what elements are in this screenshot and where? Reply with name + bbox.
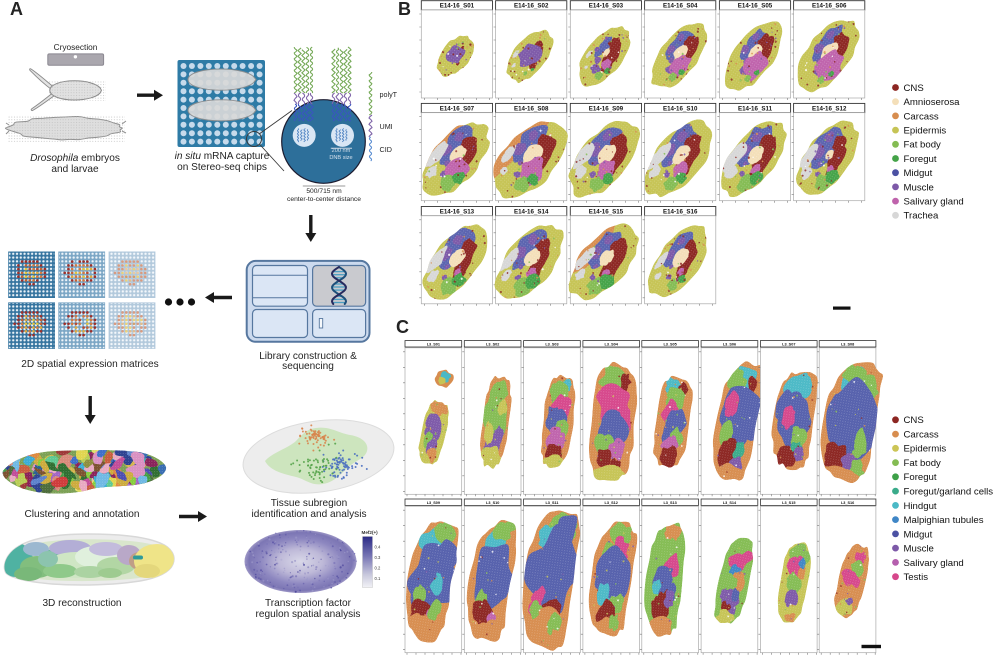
svg-text:L3_S16: L3_S16 — [841, 501, 854, 505]
svg-text:L3_S10: L3_S10 — [486, 501, 499, 505]
svg-text:Epidermis: Epidermis — [904, 126, 947, 137]
svg-text:E14-16_S07: E14-16_S07 — [440, 105, 475, 112]
svg-text:E14-16_S13: E14-16_S13 — [440, 209, 475, 216]
svg-text:L3_S15: L3_S15 — [782, 501, 795, 505]
svg-text:Trachea: Trachea — [904, 211, 940, 222]
svg-text:Malpighian tubules: Malpighian tubules — [904, 515, 984, 526]
svg-text:E14-16_S12: E14-16_S12 — [812, 105, 847, 112]
svg-text:Carcass: Carcass — [904, 430, 939, 441]
svg-text:E14-16_S15: E14-16_S15 — [589, 209, 624, 216]
svg-text:L3_S13: L3_S13 — [663, 501, 676, 505]
svg-text:E14-16_S10: E14-16_S10 — [663, 105, 698, 112]
svg-text:E14-16_S03: E14-16_S03 — [589, 3, 624, 10]
svg-text:L3_S01: L3_S01 — [427, 342, 440, 346]
svg-text:0.4: 0.4 — [375, 545, 381, 550]
svg-text:Salivary gland: Salivary gland — [904, 197, 964, 208]
svg-text:L3_S03: L3_S03 — [545, 342, 558, 346]
svg-text:Testis: Testis — [904, 572, 929, 583]
svg-text:L3_S04: L3_S04 — [605, 342, 619, 346]
svg-text:E14-16_S05: E14-16_S05 — [738, 3, 773, 10]
svg-text:L3_S14: L3_S14 — [723, 501, 737, 505]
svg-text:E14-16_S14: E14-16_S14 — [514, 209, 549, 216]
svg-text:CNS: CNS — [904, 415, 924, 426]
svg-text:CNS: CNS — [904, 83, 924, 94]
svg-text:E14-16_S01: E14-16_S01 — [440, 3, 475, 10]
svg-text:E14-16_S16: E14-16_S16 — [663, 209, 698, 216]
svg-text:L3_S09: L3_S09 — [427, 501, 440, 505]
svg-text:Muscle: Muscle — [904, 182, 934, 193]
svg-text:Carcass: Carcass — [904, 111, 939, 122]
svg-text:E14-16_S11: E14-16_S11 — [738, 105, 773, 112]
svg-text:Foregut/garland cells: Foregut/garland cells — [904, 487, 993, 498]
svg-text:Epidermis: Epidermis — [904, 444, 947, 455]
svg-text:L3_S12: L3_S12 — [605, 501, 618, 505]
svg-text:L3_S08: L3_S08 — [841, 342, 854, 346]
svg-text:E14-16_S09: E14-16_S09 — [589, 105, 624, 112]
svg-text:Fat body: Fat body — [904, 140, 942, 151]
svg-text:E14-16_S02: E14-16_S02 — [514, 3, 549, 10]
svg-text:E14-16_S06: E14-16_S06 — [812, 3, 847, 10]
svg-text:Hindgut: Hindgut — [904, 501, 937, 512]
svg-text:Mef2(+): Mef2(+) — [362, 530, 379, 535]
svg-text:Fat body: Fat body — [904, 458, 942, 469]
svg-text:Salivary gland: Salivary gland — [904, 558, 964, 569]
svg-text:0.2: 0.2 — [375, 566, 381, 571]
svg-text:Midgut: Midgut — [904, 529, 933, 540]
svg-text:L3_S07: L3_S07 — [782, 342, 795, 346]
svg-text:0.1: 0.1 — [375, 576, 381, 581]
svg-text:Muscle: Muscle — [904, 544, 934, 555]
svg-text:E14-16_S04: E14-16_S04 — [663, 3, 698, 10]
svg-text:Amnioserosa: Amnioserosa — [904, 97, 961, 108]
svg-text:L3_S05: L3_S05 — [663, 342, 676, 346]
svg-text:Midgut: Midgut — [904, 168, 933, 179]
svg-text:L3_S11: L3_S11 — [545, 501, 558, 505]
svg-text:L3_S02: L3_S02 — [486, 342, 499, 346]
svg-text:Foregut: Foregut — [904, 472, 937, 483]
svg-text:E14-16_S08: E14-16_S08 — [514, 105, 549, 112]
svg-text:0.3: 0.3 — [375, 555, 381, 560]
svg-text:L3_S06: L3_S06 — [723, 342, 736, 346]
svg-text:Foregut: Foregut — [904, 154, 937, 165]
